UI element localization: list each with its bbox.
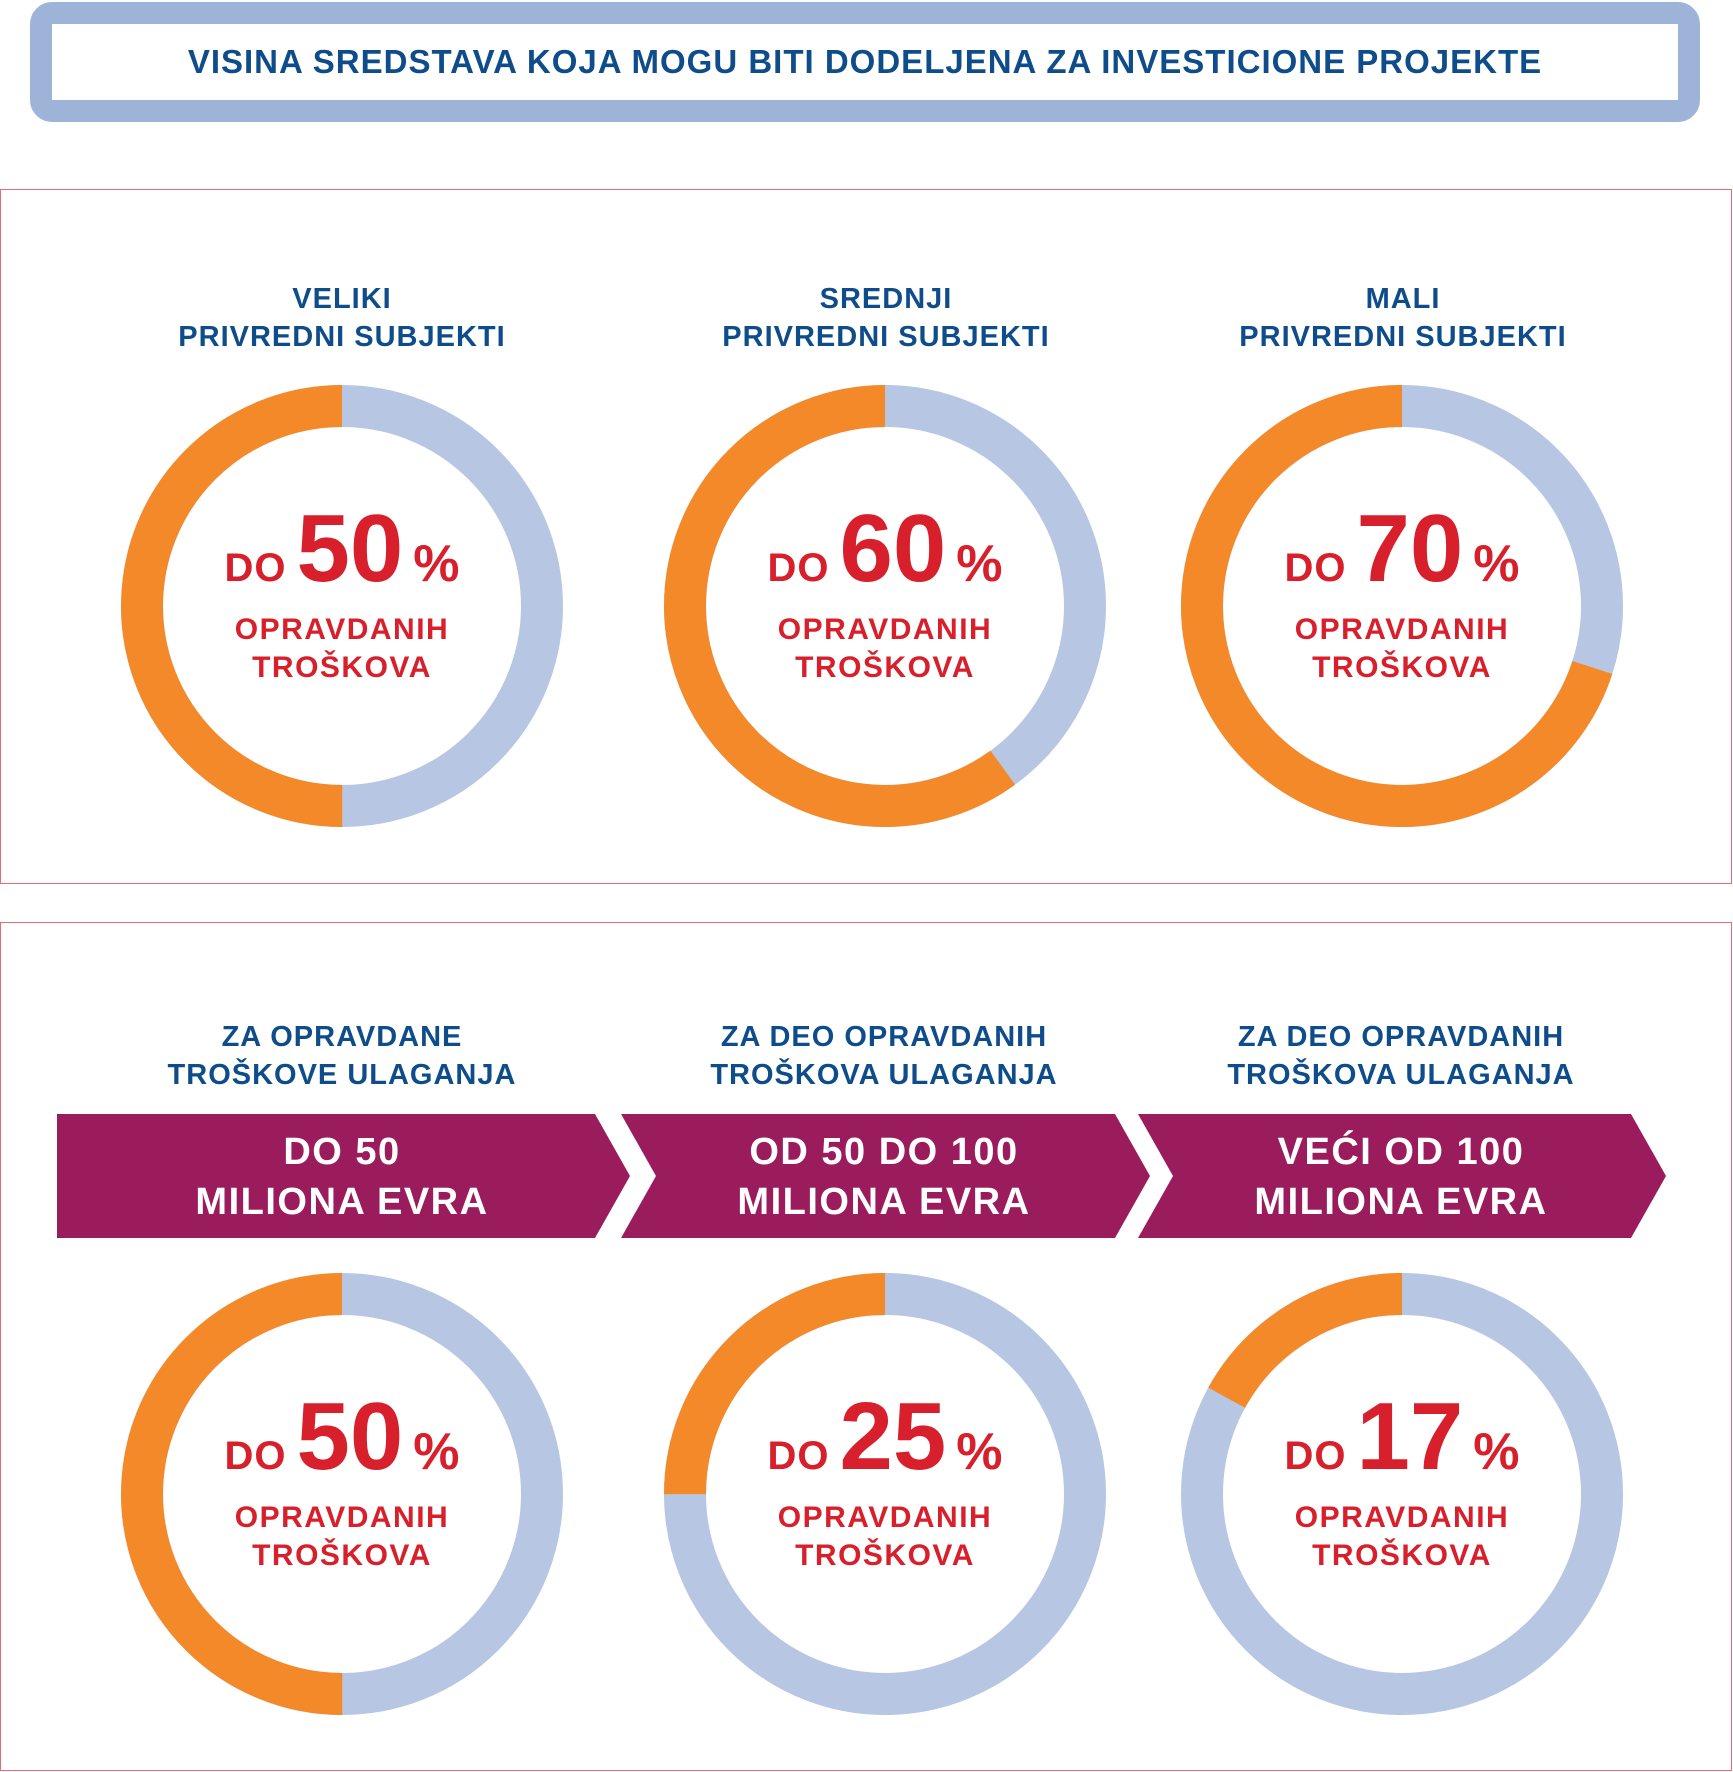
arrow-label-line1: VEĆI OD 100 [1277, 1131, 1525, 1173]
investment-label-line1: ZA DEO OPRAVDANIH [1237, 1021, 1565, 1053]
category-label-line2: PRIVREDNI SUBJEKTI [722, 321, 1050, 353]
percent-label: DO 60 % [767, 501, 1002, 597]
percent-caption: OPRAVDANIH TROŠKOVA [235, 1499, 449, 1575]
donut-chart-invest-2 [664, 1273, 1106, 1715]
category-label-small: MALI PRIVREDNI SUBJEKTI [1143, 280, 1663, 356]
percent-caption: OPRAVDANIH TROŠKOVA [778, 611, 992, 687]
arrow-label-line2: MILIONA EVRA [195, 1181, 489, 1223]
caption-line1: OPRAVDANIH [777, 1501, 993, 1534]
percent-label: DO 25 % [767, 1389, 1002, 1485]
percent-value: 60 [839, 495, 947, 602]
percent-prefix: DO [1284, 1434, 1347, 1478]
percent-caption: OPRAVDANIH TROŠKOVA [1295, 1499, 1509, 1575]
percent-label: DO 50 % [224, 501, 459, 597]
arrow-label-line1: DO 50 [283, 1131, 401, 1173]
donut-invest-2: DO 25 % OPRAVDANIH TROŠKOVA [664, 1273, 1106, 1715]
investment-label-line1: ZA OPRAVDANE [221, 1021, 463, 1053]
percent-prefix: DO [767, 1434, 830, 1478]
percent-prefix: DO [224, 1434, 287, 1478]
category-label-line1: VELIKI [292, 283, 392, 315]
donut-value-arc [121, 385, 563, 827]
donut-small: DO 70 % OPRAVDANIH TROŠKOVA [1181, 385, 1623, 827]
donut-value-arc [121, 1273, 563, 1715]
percent-value: 70 [1356, 495, 1464, 602]
caption-line1: OPRAVDANIH [1294, 613, 1510, 646]
percent-sign: % [956, 535, 1003, 593]
caption-line1: OPRAVDANIH [1294, 1501, 1510, 1534]
percent-sign: % [1473, 1423, 1520, 1481]
percent-caption: OPRAVDANIH TROŠKOVA [235, 611, 449, 687]
bottom-panel [0, 922, 1732, 1771]
caption-line1: OPRAVDANIH [234, 1501, 450, 1534]
donut-value-arc [664, 1273, 1106, 1715]
investment-label-line2: TROŠKOVA ULAGANJA [1227, 1059, 1575, 1091]
percent-sign: % [413, 535, 460, 593]
percent-sign: % [413, 1423, 460, 1481]
percent-prefix: DO [224, 546, 287, 590]
percent-sign: % [956, 1423, 1003, 1481]
page-title: VISINA SREDSTAVA KOJA MOGU BITI DODELJEN… [187, 43, 1543, 80]
caption-line2: TROŠKOVA [795, 1539, 975, 1572]
donut-chart-small [1181, 385, 1623, 827]
percent-value: 50 [296, 1383, 404, 1490]
arrow-label-line2: MILIONA EVRA [1254, 1181, 1548, 1223]
percent-value: 50 [296, 495, 404, 602]
caption-line2: TROŠKOVA [795, 651, 975, 684]
category-label-medium: SREDNJI PRIVREDNI SUBJEKTI [626, 280, 1146, 356]
category-label-line1: SREDNJI [819, 283, 953, 315]
investment-label-line2: TROŠKOVE ULAGANJA [167, 1059, 517, 1091]
arrow-label-3: VEĆI OD 100 MILIONA EVRA [1141, 1127, 1661, 1227]
percent-label: DO 50 % [224, 1389, 459, 1485]
donut-chart-large [121, 385, 563, 827]
investment-label-2: ZA DEO OPRAVDANIH TROŠKOVA ULAGANJA [624, 1018, 1144, 1094]
donut-invest-3: DO 17 % OPRAVDANIH TROŠKOVA [1181, 1273, 1623, 1715]
percent-label: DO 70 % [1284, 501, 1519, 597]
investment-label-1: ZA OPRAVDANE TROŠKOVE ULAGANJA [82, 1018, 602, 1094]
donut-medium: DO 60 % OPRAVDANIH TROŠKOVA [664, 385, 1106, 827]
investment-label-3: ZA DEO OPRAVDANIH TROŠKOVA ULAGANJA [1141, 1018, 1661, 1094]
percent-sign: % [1473, 535, 1520, 593]
percent-prefix: DO [767, 546, 830, 590]
top-panel [0, 189, 1732, 884]
caption-line2: TROŠKOVA [252, 651, 432, 684]
caption-line1: OPRAVDANIH [234, 613, 450, 646]
title-banner: VISINA SREDSTAVA KOJA MOGU BITI DODELJEN… [30, 2, 1700, 122]
investment-label-line2: TROŠKOVA ULAGANJA [710, 1059, 1058, 1091]
category-label-line2: PRIVREDNI SUBJEKTI [1239, 321, 1567, 353]
caption-line2: TROŠKOVA [1312, 1539, 1492, 1572]
donut-invest-1: DO 50 % OPRAVDANIH TROŠKOVA [121, 1273, 563, 1715]
donut-value-arc [1181, 385, 1623, 827]
donut-chart-invest-3 [1181, 1273, 1623, 1715]
category-label-large: VELIKI PRIVREDNI SUBJEKTI [82, 280, 602, 356]
percent-value: 25 [839, 1383, 947, 1490]
arrow-label-2: OD 50 DO 100 MILIONA EVRA [624, 1127, 1144, 1227]
percent-caption: OPRAVDANIH TROŠKOVA [1295, 611, 1509, 687]
donut-large: DO 50 % OPRAVDANIH TROŠKOVA [121, 385, 563, 827]
percent-caption: OPRAVDANIH TROŠKOVA [778, 1499, 992, 1575]
percent-value: 17 [1356, 1383, 1464, 1490]
donut-value-arc [1181, 1273, 1623, 1715]
caption-line2: TROŠKOVA [252, 1539, 432, 1572]
category-label-line1: MALI [1365, 283, 1441, 315]
percent-prefix: DO [1284, 546, 1347, 590]
arrow-label-line1: OD 50 DO 100 [749, 1131, 1019, 1173]
investment-label-line1: ZA DEO OPRAVDANIH [720, 1021, 1048, 1053]
donut-chart-medium [664, 385, 1106, 827]
percent-label: DO 17 % [1284, 1389, 1519, 1485]
caption-line1: OPRAVDANIH [777, 613, 993, 646]
arrow-label-1: DO 50 MILIONA EVRA [82, 1127, 602, 1227]
donut-value-arc [664, 385, 1106, 827]
category-label-line2: PRIVREDNI SUBJEKTI [178, 321, 506, 353]
donut-chart-invest-1 [121, 1273, 563, 1715]
arrow-label-line2: MILIONA EVRA [737, 1181, 1031, 1223]
caption-line2: TROŠKOVA [1312, 651, 1492, 684]
